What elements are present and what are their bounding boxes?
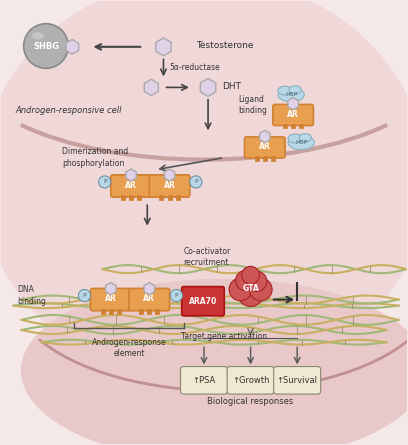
FancyBboxPatch shape [244, 137, 285, 158]
Text: 5α-reductase: 5α-reductase [170, 64, 220, 73]
Text: Ligand
binding: Ligand binding [238, 95, 267, 114]
Text: Androgen-responsive cell: Androgen-responsive cell [16, 106, 122, 115]
Text: GTA: GTA [243, 284, 260, 293]
Circle shape [99, 176, 111, 188]
Text: AR: AR [259, 142, 271, 151]
Polygon shape [144, 283, 155, 295]
Bar [283, 124, 287, 128]
FancyBboxPatch shape [180, 367, 228, 394]
Circle shape [78, 289, 91, 302]
Polygon shape [200, 78, 216, 96]
FancyBboxPatch shape [129, 288, 170, 311]
Text: P: P [83, 293, 86, 298]
FancyBboxPatch shape [149, 175, 190, 197]
Bar [291, 124, 295, 128]
Text: AR: AR [287, 109, 299, 119]
Ellipse shape [299, 134, 311, 142]
Text: Testosterone: Testosterone [196, 40, 253, 50]
Ellipse shape [0, 0, 408, 383]
Polygon shape [259, 130, 270, 142]
Text: Target gene activation: Target gene activation [181, 332, 267, 340]
Circle shape [246, 271, 267, 291]
Text: DNA
binding: DNA binding [18, 285, 47, 306]
Text: HSP: HSP [285, 92, 297, 97]
Bar [255, 156, 259, 161]
FancyBboxPatch shape [91, 288, 131, 311]
Polygon shape [156, 38, 171, 56]
Bar [271, 156, 275, 161]
Bar [147, 309, 151, 314]
Circle shape [171, 289, 182, 302]
Polygon shape [144, 79, 158, 96]
Bar [263, 156, 267, 161]
Bar [101, 309, 105, 314]
Bar [121, 195, 125, 200]
Circle shape [242, 266, 259, 284]
FancyBboxPatch shape [111, 175, 151, 197]
Text: HSP: HSP [295, 140, 307, 145]
Circle shape [249, 278, 272, 301]
Circle shape [24, 24, 68, 69]
Text: AR: AR [164, 181, 175, 190]
Text: P: P [194, 179, 198, 184]
Text: P: P [103, 179, 106, 184]
Text: SHBG: SHBG [33, 41, 59, 51]
Bar [137, 195, 141, 200]
Ellipse shape [278, 86, 292, 95]
Ellipse shape [22, 279, 408, 445]
Text: DHT: DHT [222, 82, 241, 91]
Bar [139, 309, 143, 314]
Text: AR: AR [125, 181, 137, 190]
Bar [129, 195, 133, 200]
Ellipse shape [289, 86, 301, 94]
Bar [175, 195, 180, 200]
Text: Dimerization and
phosphorylation: Dimerization and phosphorylation [62, 147, 129, 168]
Circle shape [190, 176, 202, 188]
Ellipse shape [288, 134, 302, 143]
Text: Co-activator
recruitment: Co-activator recruitment [184, 247, 231, 267]
Polygon shape [164, 169, 175, 181]
Text: ↑PSA: ↑PSA [193, 376, 215, 385]
Bar [160, 195, 164, 200]
Ellipse shape [288, 135, 315, 150]
Text: Biological responses: Biological responses [208, 396, 294, 405]
Ellipse shape [32, 32, 44, 40]
Text: ARA70: ARA70 [188, 297, 217, 306]
FancyBboxPatch shape [274, 367, 321, 394]
Polygon shape [126, 169, 136, 181]
Circle shape [229, 278, 252, 301]
Bar [109, 309, 113, 314]
Circle shape [237, 280, 264, 307]
FancyBboxPatch shape [182, 287, 224, 316]
FancyBboxPatch shape [227, 367, 274, 394]
Text: ↑Survival: ↑Survival [277, 376, 318, 385]
Text: AR: AR [144, 294, 155, 303]
Bar [168, 195, 172, 200]
Text: P: P [175, 293, 178, 298]
Circle shape [235, 271, 256, 291]
Ellipse shape [278, 88, 304, 102]
FancyBboxPatch shape [273, 105, 313, 125]
Text: AR: AR [105, 294, 117, 303]
Bar [117, 309, 121, 314]
Text: Androgen-response
element: Androgen-response element [92, 338, 166, 358]
Bar [299, 124, 303, 128]
Polygon shape [288, 97, 298, 110]
Polygon shape [106, 283, 116, 295]
Polygon shape [66, 40, 79, 54]
Text: ↑Growth: ↑Growth [232, 376, 269, 385]
Bar [155, 309, 160, 314]
